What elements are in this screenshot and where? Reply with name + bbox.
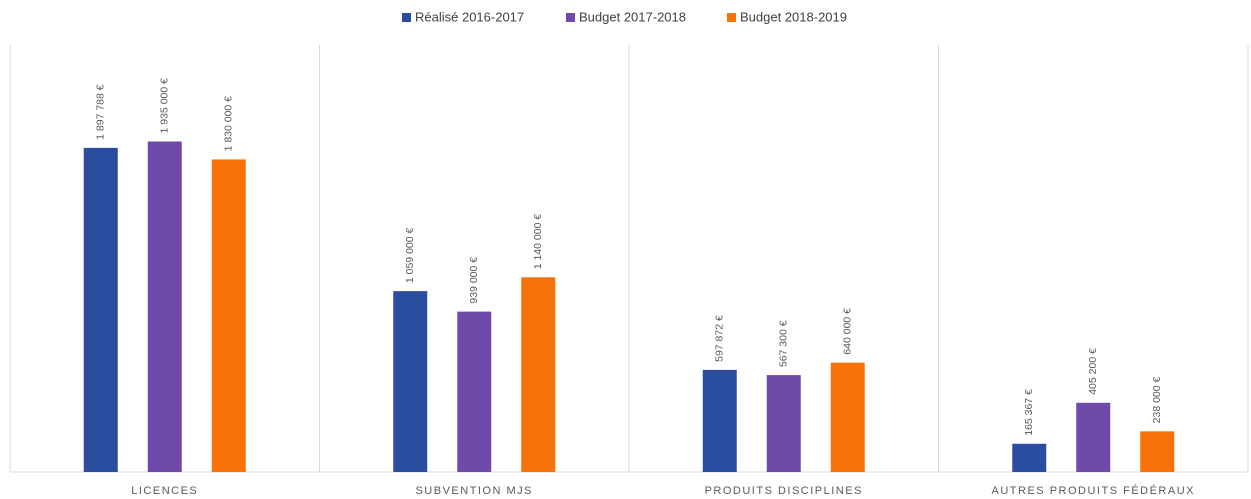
data-label: 597 872 € — [714, 315, 726, 362]
x-tick-label: LICENCES — [131, 485, 198, 497]
data-label: 238 000 € — [1151, 376, 1163, 423]
legend-label: Budget 2017-2018 — [579, 9, 686, 24]
bar — [211, 159, 246, 472]
bar — [766, 375, 801, 472]
data-label: 640 000 € — [842, 308, 854, 355]
data-label: 1 830 000 € — [223, 96, 235, 152]
legend-swatch — [402, 13, 411, 22]
legend-swatch — [727, 13, 736, 22]
legend-swatch — [566, 13, 575, 22]
bar — [521, 277, 556, 472]
bar — [147, 141, 182, 472]
bar — [457, 311, 492, 472]
bar — [830, 362, 865, 472]
data-label: 1 140 000 € — [532, 214, 544, 270]
bar — [1012, 443, 1047, 472]
bar — [702, 369, 737, 472]
bar — [1076, 402, 1111, 472]
bar — [393, 291, 428, 472]
legend-label: Réalisé 2016-2017 — [415, 9, 524, 24]
data-label: 1 059 000 € — [404, 227, 416, 283]
data-label: 939 000 € — [468, 257, 480, 304]
x-tick-label: PRODUITS DISCIPLINES — [705, 485, 863, 497]
bar — [83, 147, 118, 473]
x-tick-label: AUTRES PRODUITS FÉDÉRAUX — [992, 484, 1195, 497]
data-label: 1 897 788 € — [95, 84, 107, 140]
bar — [1140, 431, 1175, 472]
data-label: 165 367 € — [1023, 389, 1035, 436]
data-label: 1 935 000 € — [159, 78, 171, 134]
data-label: 567 300 € — [778, 320, 790, 367]
legend-label: Budget 2018-2019 — [740, 9, 847, 24]
x-tick-label: SUBVENTION MJS — [415, 485, 533, 497]
data-label: 405 200 € — [1087, 348, 1099, 395]
